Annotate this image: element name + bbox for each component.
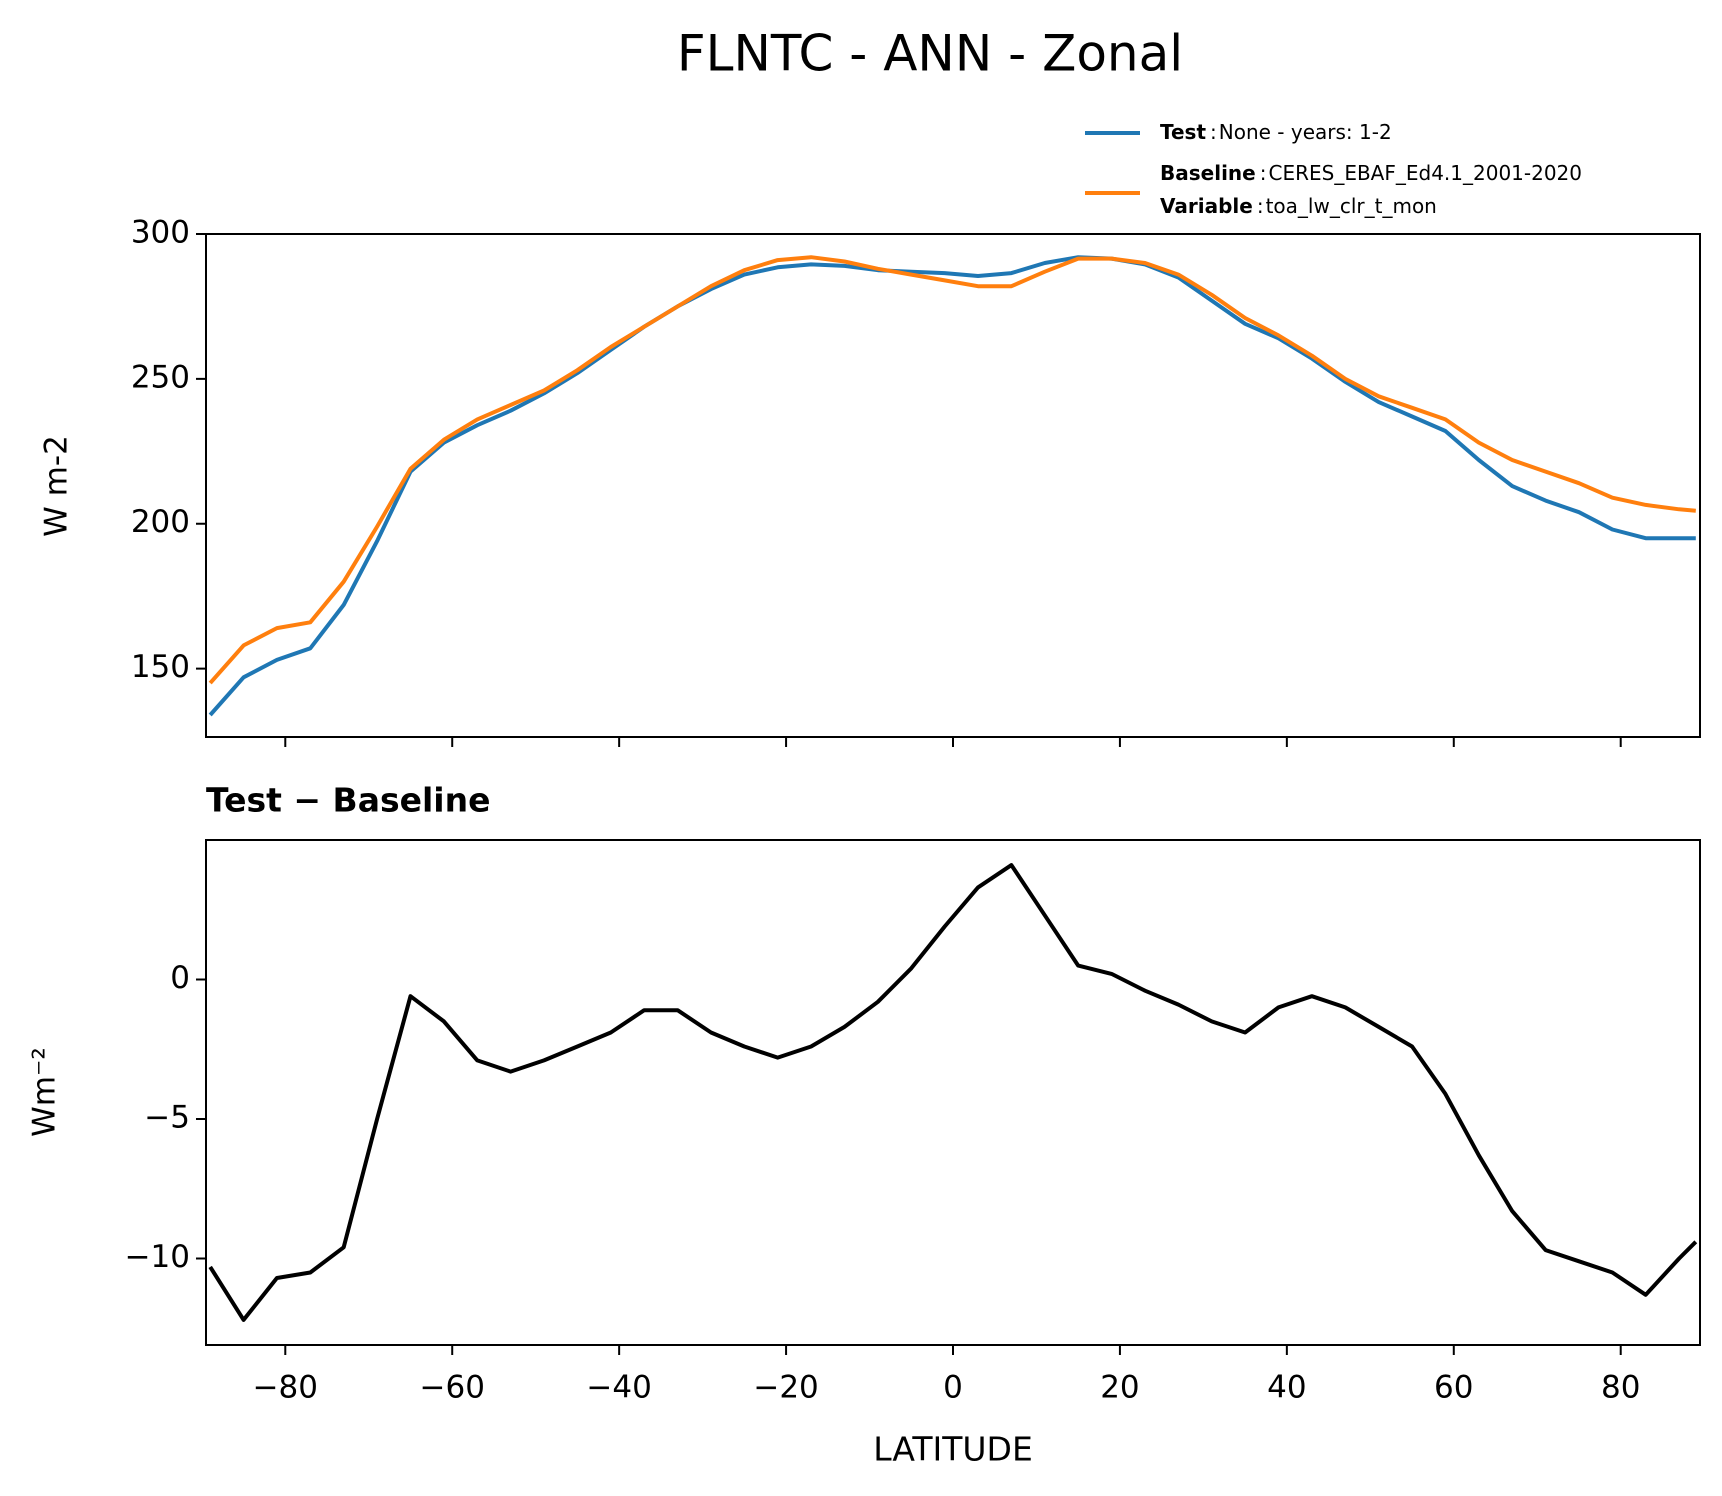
legend-sep: :	[1260, 161, 1267, 185]
x-tick-label: 40	[1267, 1370, 1306, 1406]
y-tick-label: 150	[131, 649, 190, 685]
x-tick-label: 80	[1601, 1370, 1640, 1406]
x-tick-label: −20	[753, 1370, 818, 1406]
x-tick-label: −60	[420, 1370, 485, 1406]
x-tick-label: 0	[943, 1370, 963, 1406]
legend-name: Variable	[1160, 194, 1253, 218]
x-tick-label: −40	[586, 1370, 651, 1406]
legend-sep: :	[1210, 120, 1217, 144]
legend-label: Baseline: CERES_EBAF_Ed4.1_2001-2020	[1160, 161, 1582, 185]
x-tick-label: 60	[1434, 1370, 1473, 1406]
y-tick-label: 200	[131, 504, 190, 540]
y-tick-label: 300	[131, 215, 190, 251]
data-line	[208, 255, 1696, 717]
legend-desc: CERES_EBAF_Ed4.1_2001-2020	[1268, 161, 1582, 185]
legend-name: Test	[1160, 120, 1206, 144]
x-axis-label: LATITUDE	[873, 1430, 1033, 1469]
x-tick-label: 20	[1100, 1370, 1139, 1406]
axes-frame	[205, 839, 1701, 1346]
legend-label: Test: None - years: 1-2	[1160, 120, 1392, 144]
y-axis-label: W m-2	[39, 435, 75, 537]
legend-desc: toa_lw_clr_t_mon	[1266, 194, 1437, 218]
legend-name: Baseline	[1160, 161, 1256, 185]
legend-desc: None - years: 1-2	[1219, 120, 1392, 144]
y-tick-label: −10	[125, 1239, 190, 1275]
legend-sep: :	[1257, 194, 1264, 218]
y-axis-label: Wm⁻²	[27, 1047, 63, 1137]
legend-label: Variable: toa_lw_clr_t_mon	[1160, 194, 1437, 218]
chart-title: FLNTC - ANN - Zonal	[677, 25, 1183, 83]
data-line	[208, 255, 1696, 685]
y-tick-label: −5	[144, 1100, 190, 1136]
x-tick-label: −80	[253, 1370, 318, 1406]
axes-frame	[205, 233, 1701, 738]
y-tick-label: 0	[170, 960, 190, 996]
subplot-title: Test − Baseline	[206, 781, 491, 820]
data-line	[208, 863, 1698, 1322]
y-tick-label: 250	[131, 359, 190, 395]
